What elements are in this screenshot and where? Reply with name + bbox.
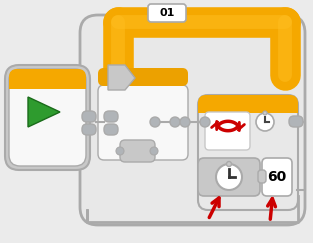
Polygon shape	[108, 65, 135, 90]
FancyBboxPatch shape	[198, 158, 260, 196]
Circle shape	[200, 117, 210, 127]
Circle shape	[170, 117, 180, 127]
Circle shape	[116, 147, 124, 155]
Text: 60: 60	[267, 170, 287, 184]
FancyBboxPatch shape	[98, 68, 188, 86]
FancyBboxPatch shape	[9, 79, 86, 89]
FancyBboxPatch shape	[148, 4, 186, 22]
FancyBboxPatch shape	[198, 105, 298, 113]
FancyBboxPatch shape	[82, 124, 96, 135]
FancyBboxPatch shape	[198, 95, 298, 113]
Circle shape	[150, 117, 160, 127]
Polygon shape	[28, 97, 60, 127]
Circle shape	[256, 113, 274, 131]
Circle shape	[263, 111, 267, 115]
FancyBboxPatch shape	[205, 112, 250, 150]
FancyBboxPatch shape	[82, 111, 96, 122]
FancyBboxPatch shape	[289, 116, 303, 127]
Text: 01: 01	[159, 8, 175, 18]
FancyBboxPatch shape	[9, 69, 86, 166]
Circle shape	[150, 147, 158, 155]
FancyBboxPatch shape	[104, 124, 118, 135]
FancyBboxPatch shape	[98, 85, 188, 160]
FancyBboxPatch shape	[198, 95, 298, 210]
Circle shape	[227, 162, 232, 166]
FancyBboxPatch shape	[120, 140, 155, 162]
FancyBboxPatch shape	[5, 65, 90, 170]
Circle shape	[180, 117, 190, 127]
FancyBboxPatch shape	[9, 69, 86, 89]
Circle shape	[216, 164, 242, 190]
FancyBboxPatch shape	[104, 111, 118, 122]
FancyBboxPatch shape	[262, 158, 292, 196]
FancyBboxPatch shape	[258, 170, 266, 183]
FancyBboxPatch shape	[98, 68, 188, 86]
FancyBboxPatch shape	[80, 15, 305, 225]
